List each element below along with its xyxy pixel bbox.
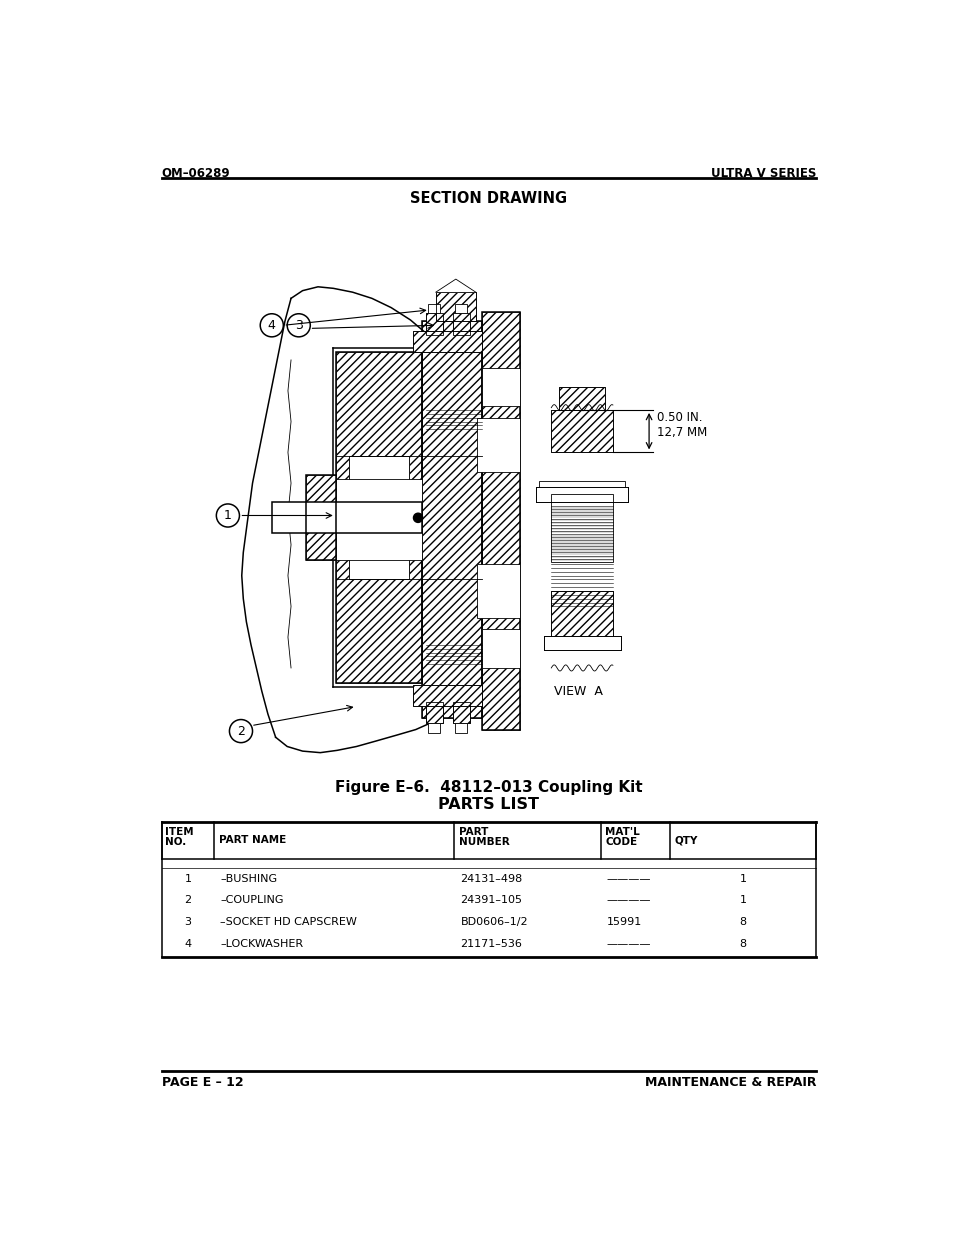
Text: 4: 4 [268,319,275,332]
Text: PARTS LIST: PARTS LIST [438,798,538,813]
Bar [413,685,481,706]
Bar [481,368,520,406]
Text: ULTRA V SERIES: ULTRA V SERIES [710,168,816,180]
Text: 1: 1 [739,895,746,905]
Bar [413,331,481,352]
Bar [436,293,476,321]
Bar [335,352,421,683]
Bar [558,387,604,410]
Text: ————: ———— [606,939,651,948]
Bar [551,592,612,637]
Text: 2: 2 [184,895,192,905]
Bar [413,685,481,706]
Bar [551,410,612,452]
Text: –COUPLING: –COUPLING [220,895,283,905]
Text: 24131–498: 24131–498 [460,874,522,884]
Circle shape [260,314,283,337]
Text: CODE: CODE [604,837,637,847]
Text: –BUSHING: –BUSHING [220,874,277,884]
Text: ITEM: ITEM [165,826,193,836]
Circle shape [216,504,239,527]
Text: –SOCKET HD CAPSCREW: –SOCKET HD CAPSCREW [220,918,356,927]
Bar [349,456,409,579]
Text: 2: 2 [236,725,245,737]
Bar [421,321,481,718]
Bar [349,456,409,576]
Bar [476,417,520,472]
Text: 0.50 IN.
12,7 MM: 0.50 IN. 12,7 MM [656,410,706,438]
Polygon shape [436,279,476,293]
Bar [453,701,469,724]
Bar [425,701,442,724]
Text: ————: ———— [606,895,651,905]
Bar [425,701,442,724]
Text: VIEW  A: VIEW A [554,685,602,698]
Text: 1: 1 [224,509,232,522]
Bar [538,480,624,495]
Bar [306,475,335,561]
Bar [425,312,442,335]
Text: OM–06289: OM–06289 [161,168,230,180]
Bar [453,701,469,724]
Bar [453,312,469,335]
Bar [413,331,481,352]
Bar [558,387,604,410]
Text: BD0606–1/2: BD0606–1/2 [460,918,528,927]
Bar [481,312,520,730]
Text: 1: 1 [184,874,192,884]
Text: 15991: 15991 [606,918,641,927]
Text: MAINTENANCE & REPAIR: MAINTENANCE & REPAIR [644,1076,816,1089]
Bar [476,564,520,618]
Bar [455,304,467,312]
Bar [455,724,467,732]
Text: 8: 8 [739,939,746,948]
Bar [551,494,612,562]
Text: 8: 8 [739,918,746,927]
Text: SECTION DRAWING: SECTION DRAWING [410,190,567,205]
Bar [551,410,612,452]
Bar [335,352,421,683]
Text: PART NAME: PART NAME [218,835,286,846]
Bar [425,312,442,335]
Text: PAGE E – 12: PAGE E – 12 [161,1076,243,1089]
Bar [543,636,620,651]
Text: 24391–105: 24391–105 [460,895,522,905]
Circle shape [287,314,310,337]
Bar [453,312,469,335]
Circle shape [229,720,253,742]
Text: ————: ———— [606,874,651,884]
Text: 4: 4 [184,939,192,948]
Bar [436,293,476,321]
Text: –LOCKWASHER: –LOCKWASHER [220,939,303,948]
Bar [306,475,335,561]
Text: 21171–536: 21171–536 [460,939,521,948]
Text: Figure E–6.  48112–013 Coupling Kit: Figure E–6. 48112–013 Coupling Kit [335,779,642,794]
Text: 3: 3 [294,319,302,332]
Text: NO.: NO. [165,837,186,847]
Bar [481,630,520,668]
Bar [428,724,440,732]
Text: 1: 1 [739,874,746,884]
Bar [428,304,440,312]
Bar [272,503,421,534]
Bar [551,592,612,637]
Text: PART: PART [458,826,488,836]
Text: MAT'L: MAT'L [604,826,639,836]
Bar [335,479,421,561]
Bar [421,321,481,718]
Bar [481,312,520,730]
Circle shape [413,514,422,522]
Text: NUMBER: NUMBER [458,837,509,847]
Bar [536,487,628,503]
Text: 3: 3 [184,918,192,927]
Text: QTY: QTY [674,835,698,846]
